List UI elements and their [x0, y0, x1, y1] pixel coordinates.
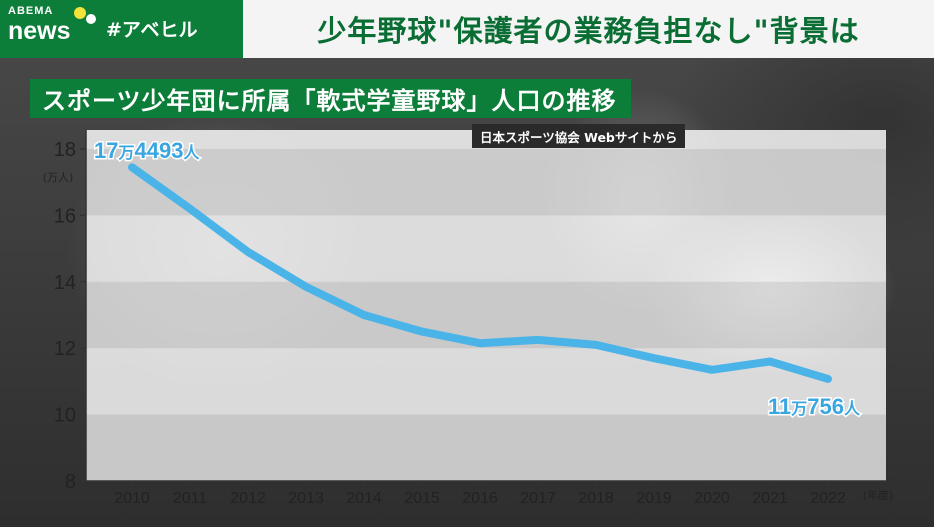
annotation-last-value: 11万756人 [768, 394, 861, 419]
x-tick-label: 2014 [346, 490, 382, 507]
y-tick-label: 18 [54, 139, 76, 161]
logo-dots-icon [74, 7, 96, 24]
x-tick-label: 2015 [404, 490, 440, 507]
headline-box: 少年野球"保護者の業務負担なし"背景は [243, 0, 934, 58]
header-bar: ABEMA news #アベヒル 少年野球"保護者の業務負担なし"背景は [0, 0, 934, 58]
x-tick-label: 2010 [114, 490, 150, 507]
logo-top-text: ABEMA [8, 5, 54, 17]
grid-band [86, 281, 886, 349]
x-tick-label: 2017 [520, 490, 556, 507]
x-tick-label: 2016 [462, 490, 498, 507]
x-axis-unit: (年度) [863, 488, 894, 502]
y-tick-label: 10 [54, 405, 76, 427]
x-tick-label: 2011 [173, 490, 208, 507]
abema-news-logo: ABEMA news [8, 5, 100, 51]
hashtag: #アベヒル [106, 19, 198, 41]
grid-band [86, 149, 886, 216]
logo-bottom-text: news [8, 17, 71, 45]
annotation-first-value: 17万4493人 [94, 138, 200, 163]
x-tick-label: 2019 [636, 490, 672, 507]
source-note: 日本スポーツ協会 Webサイトから [472, 124, 686, 148]
series-line [128, 163, 832, 383]
y-tick-label: 14 [54, 272, 76, 294]
y-tick-label: 8 [65, 471, 76, 493]
plot-area [86, 130, 886, 481]
x-tick-label: 2013 [288, 490, 324, 507]
chart-title: スポーツ少年団に所属「軟式学童野球」人口の推移 [30, 79, 631, 118]
x-tick-label: 2022 [810, 490, 846, 507]
y-axis-unit: (万人) [43, 171, 74, 184]
x-tick-label: 2018 [578, 490, 614, 507]
y-tick-label: 16 [54, 205, 76, 227]
x-tick-label: 2020 [694, 490, 730, 507]
grid-band [86, 414, 886, 481]
x-tick-label: 2012 [230, 490, 266, 507]
headline: 少年野球"保護者の業務負担なし"背景は [317, 14, 860, 48]
x-tick-label: 2021 [752, 490, 788, 507]
y-tick-label: 12 [54, 338, 76, 360]
